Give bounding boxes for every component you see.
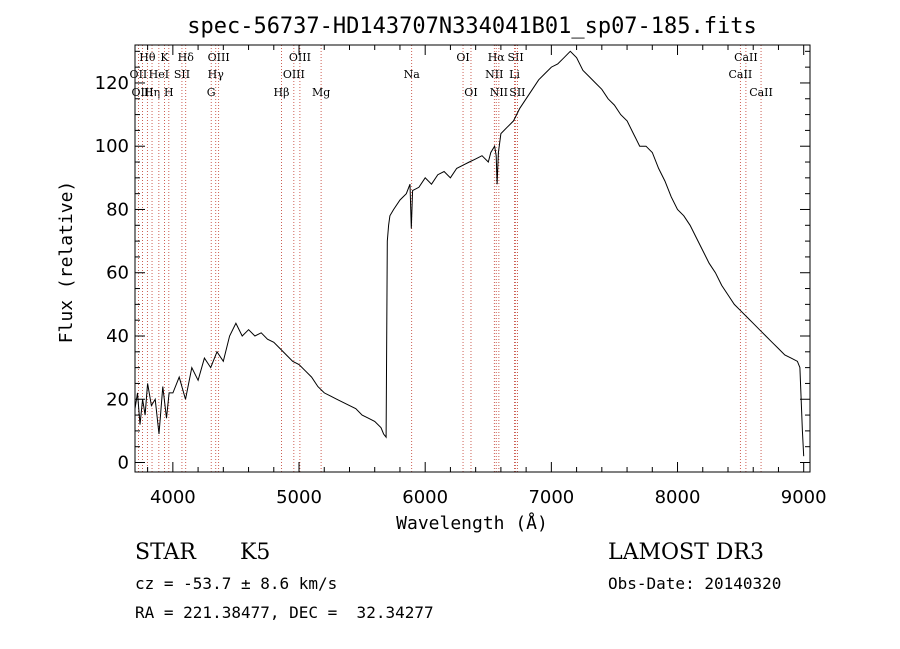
y-tick-label: 80 (106, 199, 129, 220)
y-tick-label: 40 (106, 326, 129, 347)
y-axis-label: Flux (relative) (56, 181, 77, 344)
line-marker-label: SII (508, 51, 524, 64)
x-tick-label: 4000 (150, 487, 196, 508)
line-marker-label: H (164, 86, 174, 99)
line-marker-label: Hθ (139, 51, 156, 64)
x-tick-label: 8000 (655, 487, 701, 508)
x-axis-label: Wavelength (Å) (396, 512, 548, 534)
spectrum-line (134, 50, 805, 457)
chart-title: spec-56737-HD143707N334041B01_sp07-185.f… (187, 14, 757, 39)
y-tick-label: 60 (106, 263, 129, 284)
coordinates: RA = 221.38477, DEC = 32.34277 (135, 603, 434, 622)
line-marker-label: CaII (749, 86, 773, 99)
x-tick-label: 9000 (781, 487, 827, 508)
plot-frame (134, 44, 811, 473)
line-marker-label: Hα (488, 51, 506, 64)
x-tick-label: 6000 (402, 487, 448, 508)
line-marker-label: OIII (283, 68, 305, 81)
y-axis-ticks: 0 20 40 60 80 100 120 (95, 50, 810, 474)
y-tick-label: 0 (118, 453, 129, 474)
object-subclass: K5 (240, 540, 271, 565)
line-marker-label: Li (509, 68, 520, 81)
line-marker-label: Hγ (208, 68, 225, 81)
line-marker-label: Hβ (274, 86, 290, 99)
line-marker-label: NII (490, 86, 508, 99)
line-marker-label: Mg (312, 86, 330, 99)
line-marker-label: K (160, 51, 169, 64)
line-marker-label: HeI (149, 68, 169, 81)
line-marker-label: CaII (734, 51, 758, 64)
line-marker-label: OI (464, 86, 477, 99)
line-marker-label: Hδ (178, 51, 195, 64)
y-tick-label: 20 (106, 389, 129, 410)
object-class: STAR (135, 540, 196, 565)
line-marker-label: Hη (144, 86, 160, 99)
line-marker-label: OIII (208, 51, 230, 64)
line-marker-label: OI (456, 51, 469, 64)
line-marker-label: OII (130, 68, 148, 81)
survey-name: LAMOST DR3 (608, 540, 764, 565)
spectrum-chart: spec-56737-HD143707N334041B01_sp07-185.f… (56, 14, 827, 534)
line-marker-label: Na (404, 68, 421, 81)
y-tick-label: 120 (95, 73, 129, 94)
line-marker-label: SII (509, 86, 525, 99)
redshift-cz: cz = -53.7 ± 8.6 km/s (135, 574, 338, 593)
line-marker-label: NII (485, 68, 503, 81)
line-marker-label: OIII (132, 86, 154, 99)
y-tick-label: 100 (95, 136, 129, 157)
x-tick-label: 5000 (276, 487, 322, 508)
line-marker-label: SII (174, 68, 190, 81)
x-axis-ticks: 4000 5000 6000 7000 8000 9000 (147, 45, 827, 508)
line-marker-label: G (207, 86, 216, 99)
line-marker-label: CaII (729, 68, 753, 81)
observation-date: Obs-Date: 20140320 (608, 574, 782, 593)
line-marker-label: OIII (289, 51, 311, 64)
x-tick-label: 7000 (528, 487, 574, 508)
